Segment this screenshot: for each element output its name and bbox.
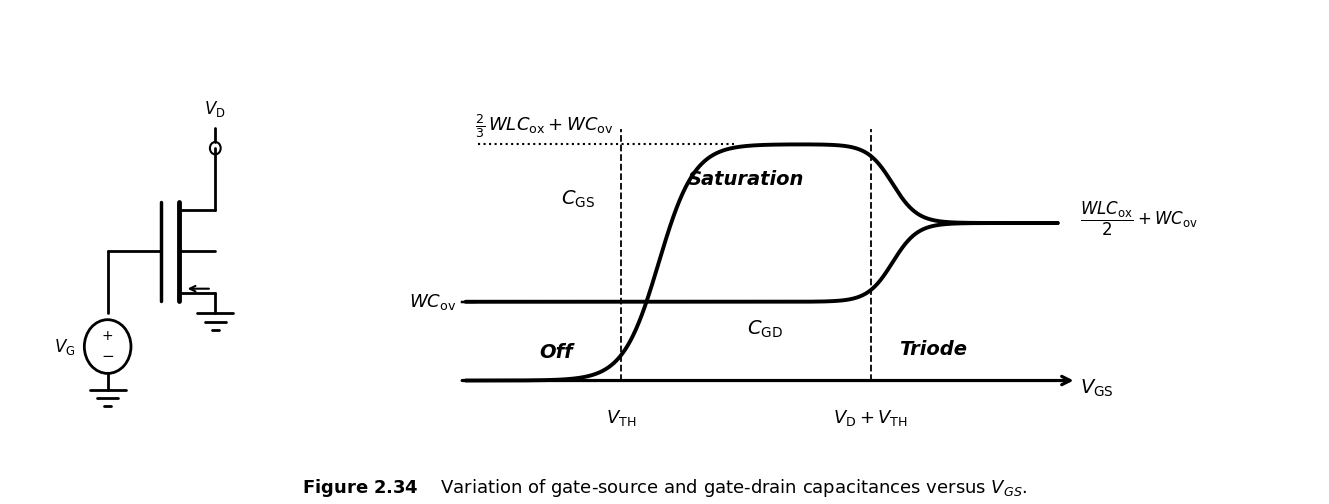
Text: $\frac{2}{3}\,WLC_{\mathrm{ox}} + WC_{\mathrm{ov}}$: $\frac{2}{3}\,WLC_{\mathrm{ox}} + WC_{\m…	[474, 112, 614, 140]
Text: $\mathbf{Figure\ 2.34}$    Variation of gate-source and gate-drain capacitances : $\mathbf{Figure\ 2.34}$ Variation of gat…	[302, 477, 1027, 499]
Text: $V_{\mathrm{D}}$: $V_{\mathrm{D}}$	[205, 99, 226, 119]
Text: $V_{\mathrm{D}} + V_{\mathrm{TH}}$: $V_{\mathrm{D}} + V_{\mathrm{TH}}$	[833, 408, 908, 428]
Text: $\dfrac{WLC_{\mathrm{ox}}}{2} + WC_{\mathrm{ov}}$: $\dfrac{WLC_{\mathrm{ox}}}{2} + WC_{\mat…	[1079, 200, 1197, 238]
Text: $V_{\mathrm{GS}}$: $V_{\mathrm{GS}}$	[1079, 377, 1114, 399]
Text: $C_{\mathrm{GD}}$: $C_{\mathrm{GD}}$	[747, 319, 783, 340]
Text: $V_{\mathrm{G}}$: $V_{\mathrm{G}}$	[54, 337, 76, 356]
Text: $V_{\mathrm{TH}}$: $V_{\mathrm{TH}}$	[606, 408, 637, 428]
Text: +: +	[102, 329, 113, 343]
Text: −: −	[101, 349, 114, 364]
Text: Off: Off	[540, 343, 573, 362]
Text: Triode: Triode	[898, 340, 968, 358]
Text: Saturation: Saturation	[688, 170, 804, 189]
Text: $C_{\mathrm{GS}}$: $C_{\mathrm{GS}}$	[561, 188, 595, 210]
Text: $WC_{\mathrm{ov}}$: $WC_{\mathrm{ov}}$	[409, 292, 456, 312]
